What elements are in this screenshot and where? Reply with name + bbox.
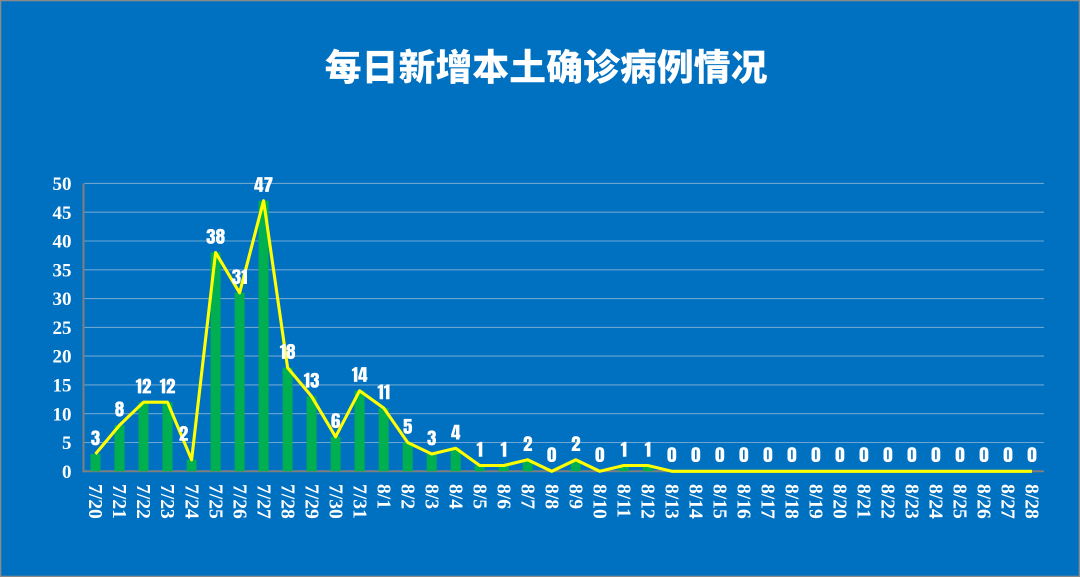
svg-text:8/8: 8/8 bbox=[540, 484, 561, 509]
svg-text:10: 10 bbox=[53, 404, 72, 425]
svg-text:7/28: 7/28 bbox=[276, 484, 297, 519]
svg-text:45: 45 bbox=[53, 203, 72, 224]
svg-text:8/3: 8/3 bbox=[420, 484, 441, 509]
svg-text:8/4: 8/4 bbox=[444, 484, 465, 509]
svg-text:7/27: 7/27 bbox=[252, 484, 273, 519]
svg-text:8/25: 8/25 bbox=[949, 484, 970, 519]
svg-text:15: 15 bbox=[53, 376, 72, 397]
svg-text:8/10: 8/10 bbox=[589, 484, 610, 519]
svg-text:20: 20 bbox=[53, 347, 72, 368]
svg-text:8/26: 8/26 bbox=[973, 484, 994, 519]
svg-text:8/14: 8/14 bbox=[685, 484, 706, 519]
svg-text:8/1: 8/1 bbox=[372, 484, 393, 509]
svg-text:25: 25 bbox=[53, 318, 72, 339]
svg-text:7/29: 7/29 bbox=[300, 484, 321, 519]
svg-text:8/19: 8/19 bbox=[805, 484, 826, 519]
svg-text:7/26: 7/26 bbox=[228, 484, 249, 519]
svg-text:7/21: 7/21 bbox=[108, 484, 129, 519]
svg-text:8/2: 8/2 bbox=[396, 484, 417, 509]
svg-text:8/9: 8/9 bbox=[565, 484, 586, 509]
svg-text:8/5: 8/5 bbox=[468, 484, 489, 509]
svg-text:8/6: 8/6 bbox=[492, 484, 513, 509]
svg-text:8/18: 8/18 bbox=[781, 484, 802, 519]
svg-text:7/30: 7/30 bbox=[324, 484, 345, 519]
svg-text:8/7: 8/7 bbox=[516, 484, 537, 509]
svg-text:8/12: 8/12 bbox=[637, 484, 658, 519]
svg-text:8/16: 8/16 bbox=[733, 484, 754, 519]
svg-text:8/20: 8/20 bbox=[829, 484, 850, 519]
svg-text:7/23: 7/23 bbox=[156, 484, 177, 519]
svg-text:8/28: 8/28 bbox=[1021, 484, 1042, 519]
svg-text:7/25: 7/25 bbox=[204, 484, 225, 519]
svg-text:8/27: 8/27 bbox=[997, 484, 1018, 519]
svg-text:8/15: 8/15 bbox=[709, 484, 730, 519]
svg-text:8/17: 8/17 bbox=[757, 484, 778, 519]
svg-text:7/20: 7/20 bbox=[84, 484, 105, 519]
svg-text:40: 40 bbox=[53, 232, 72, 253]
svg-text:8/23: 8/23 bbox=[901, 484, 922, 519]
svg-text:0: 0 bbox=[62, 462, 72, 483]
svg-text:7/22: 7/22 bbox=[132, 484, 153, 519]
svg-text:8/22: 8/22 bbox=[877, 484, 898, 519]
svg-text:8/11: 8/11 bbox=[613, 484, 634, 518]
svg-text:5: 5 bbox=[62, 433, 72, 454]
svg-text:8/21: 8/21 bbox=[853, 484, 874, 519]
svg-text:8/13: 8/13 bbox=[661, 484, 682, 519]
svg-text:8/24: 8/24 bbox=[925, 484, 946, 519]
svg-text:50: 50 bbox=[53, 174, 72, 195]
svg-text:7/24: 7/24 bbox=[180, 484, 201, 519]
svg-text:7/31: 7/31 bbox=[348, 484, 369, 519]
svg-text:30: 30 bbox=[53, 289, 72, 310]
svg-text:35: 35 bbox=[53, 260, 72, 281]
